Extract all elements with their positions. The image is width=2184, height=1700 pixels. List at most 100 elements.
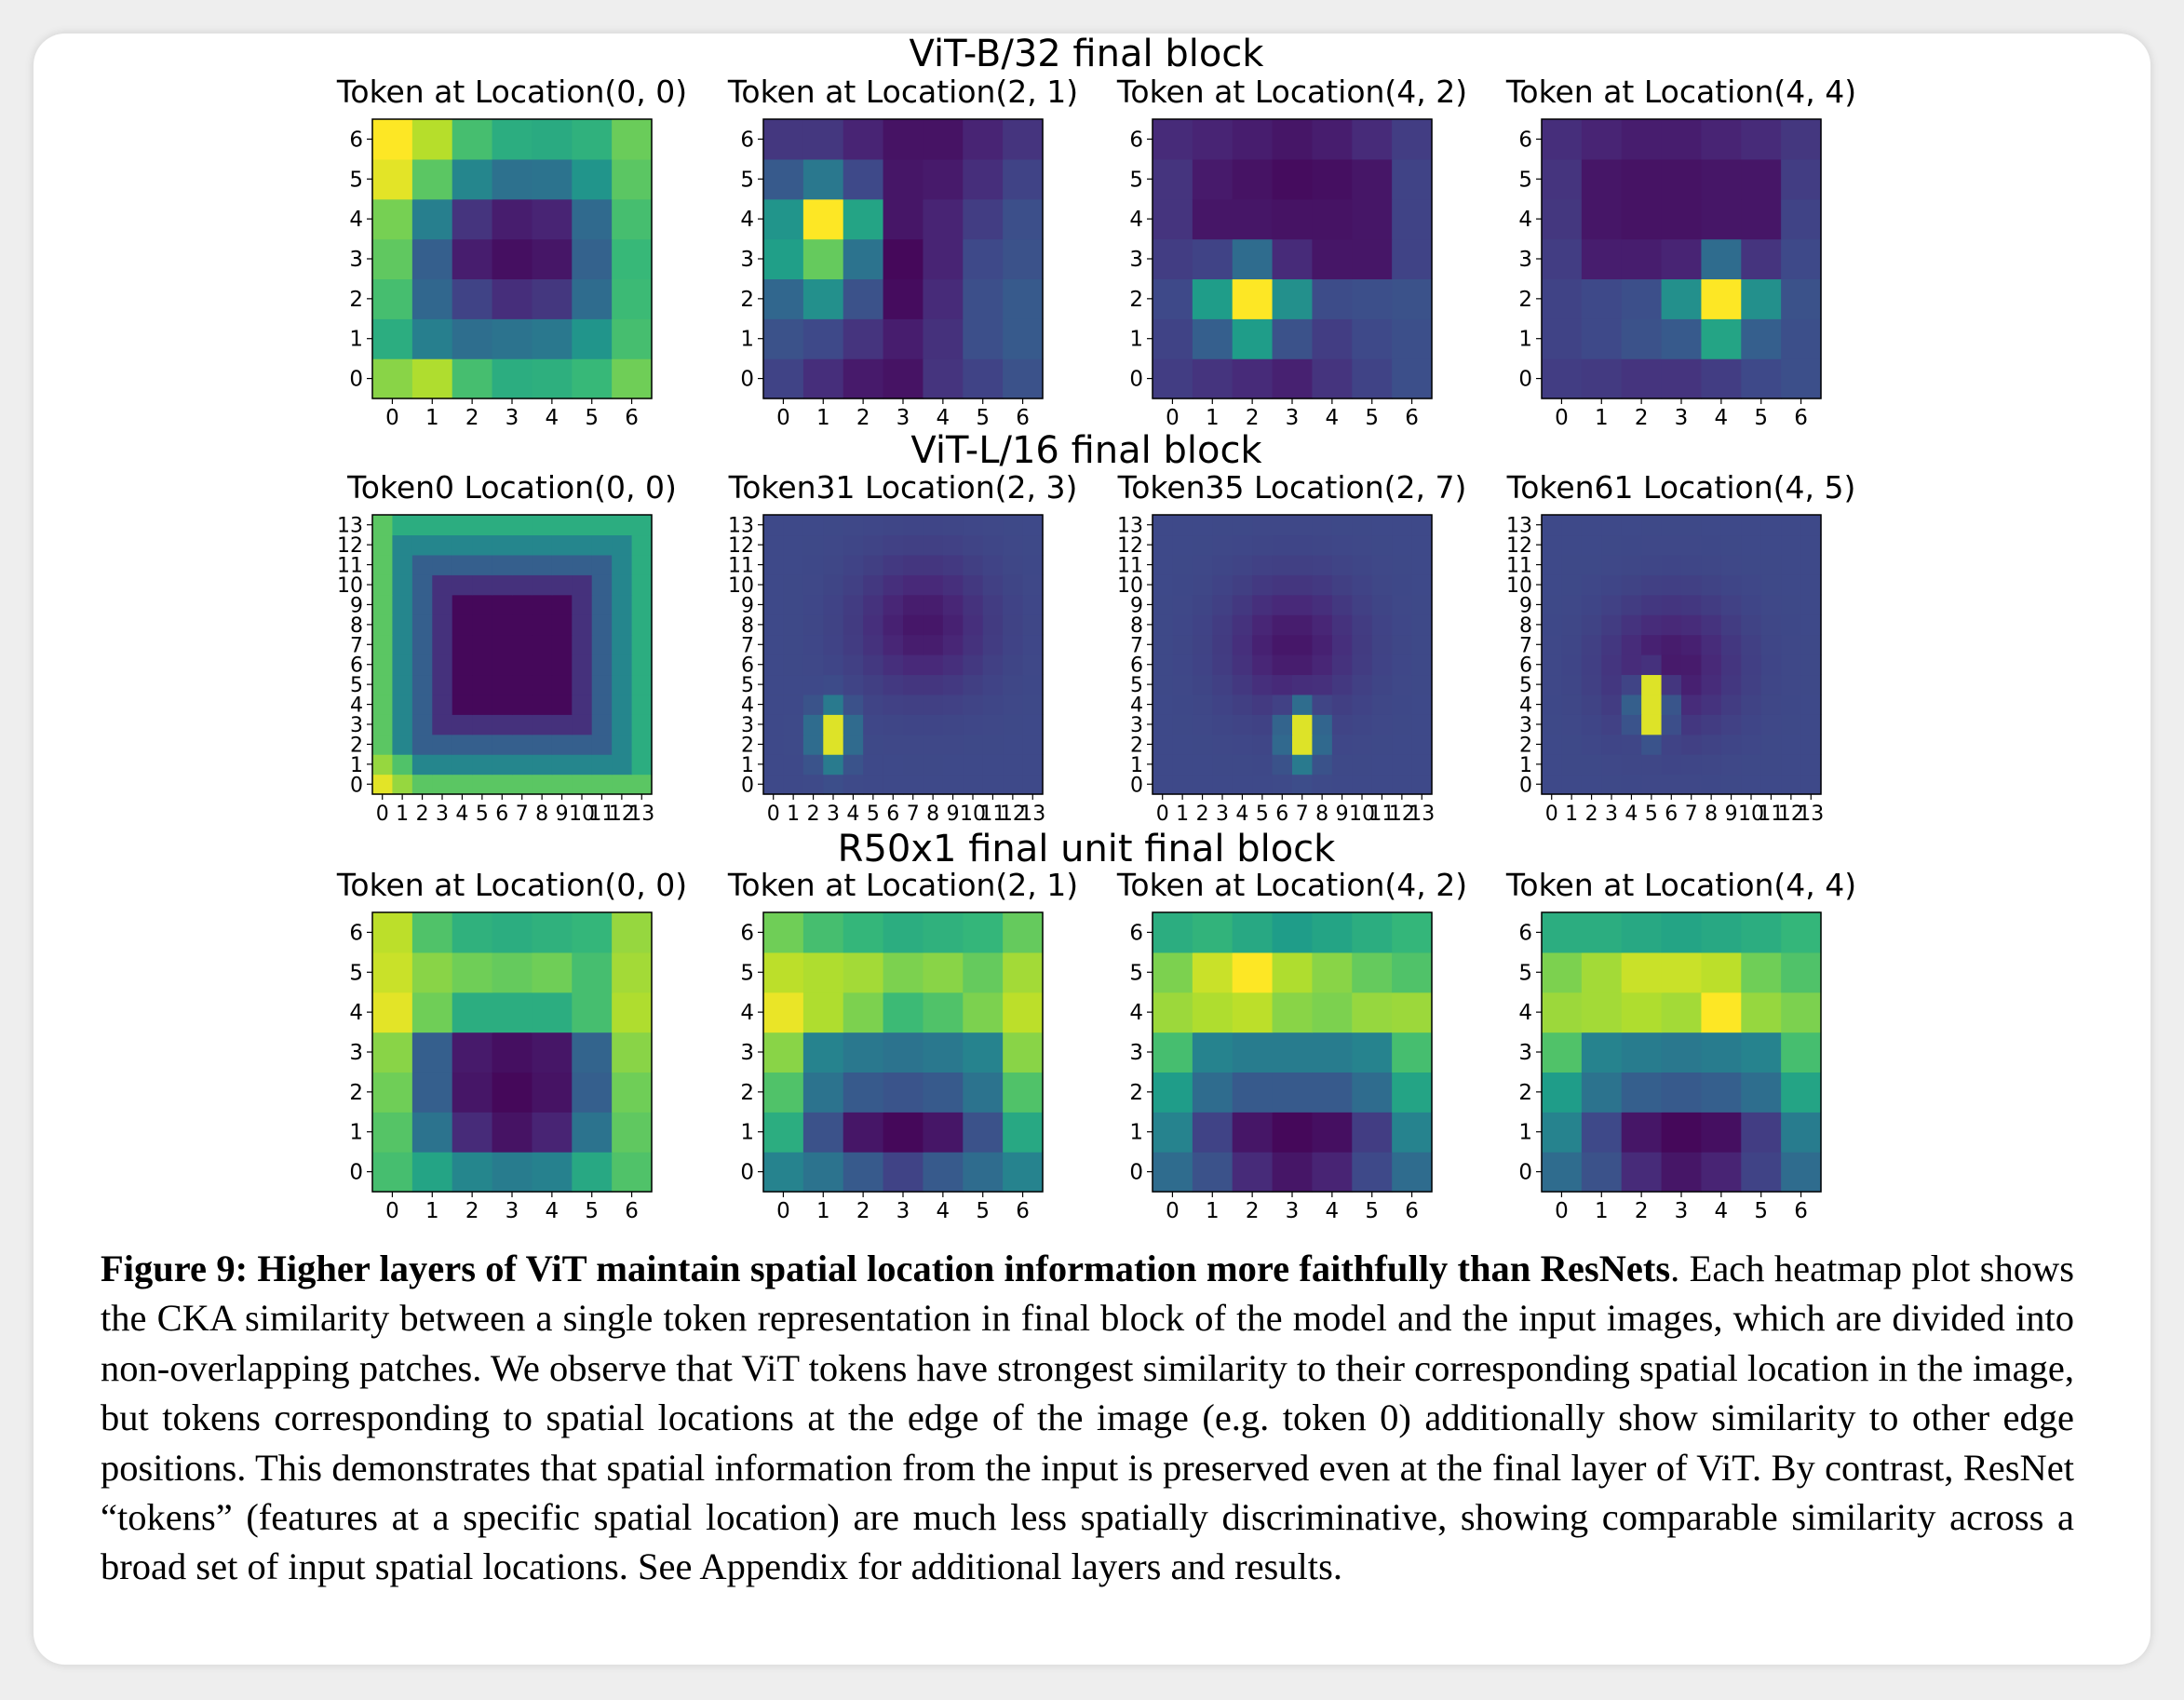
heatmap-cell xyxy=(452,694,473,715)
heatmap-cell xyxy=(1621,1152,1663,1193)
heatmap-cell xyxy=(1701,119,1742,160)
heatmap-cell xyxy=(883,534,904,556)
heatmap-cell xyxy=(472,515,493,536)
y-tick-label: 11 xyxy=(1117,555,1143,578)
x-tick-label: 5 xyxy=(867,803,880,826)
heatmap-cell xyxy=(1701,1112,1742,1153)
heatmap-cell xyxy=(1411,694,1433,715)
heatmap-cell xyxy=(1741,119,1782,160)
heatmap-cell xyxy=(963,594,984,615)
heatmap-cell xyxy=(843,358,884,399)
heatmap-cell xyxy=(1741,554,1762,575)
panel-title: Token0 Location(0, 0) xyxy=(346,469,677,506)
heatmap-cell xyxy=(1212,694,1234,715)
heatmap-cell xyxy=(452,515,473,536)
y-tick-label: 8 xyxy=(1130,614,1143,638)
heatmap-cell xyxy=(1741,1032,1782,1073)
heatmap-cell xyxy=(532,594,553,615)
y-tick-label: 5 xyxy=(741,674,754,697)
heatmap-cell xyxy=(411,912,453,953)
heatmap-cell xyxy=(372,912,413,953)
heatmap-cell xyxy=(1800,594,1822,615)
heatmap-cell xyxy=(1621,554,1642,575)
heatmap-cell xyxy=(783,634,804,655)
heatmap-cell xyxy=(1561,534,1583,556)
heatmap-cell xyxy=(802,714,824,735)
heatmap-cell xyxy=(551,714,573,735)
heatmap-cell xyxy=(1701,574,1722,596)
heatmap-cell xyxy=(783,754,804,776)
heatmap-cell xyxy=(532,1072,573,1113)
heatmap-panel: Token31 Location(2, 3)001122334455667788… xyxy=(728,469,1078,826)
heatmap-cell xyxy=(572,515,593,536)
heatmap-cell xyxy=(1581,734,1602,755)
heatmap-cell xyxy=(411,754,433,776)
heatmap-cell xyxy=(1392,534,1413,556)
heatmap-cell xyxy=(532,614,553,636)
heatmap-cell xyxy=(1720,714,1742,735)
heatmap-cell xyxy=(802,694,824,715)
heatmap-cell xyxy=(1153,534,1174,556)
heatmap-cell xyxy=(1003,198,1044,240)
heatmap-cell xyxy=(1312,238,1353,280)
heatmap-cell xyxy=(963,198,1004,240)
heatmap-cell xyxy=(1312,634,1333,655)
x-tick-label: 1 xyxy=(816,406,830,430)
heatmap-cell xyxy=(1172,734,1193,755)
heatmap-cell xyxy=(1701,754,1722,776)
y-tick-label: 6 xyxy=(349,921,363,945)
heatmap-cell xyxy=(942,754,964,776)
y-tick-label: 0 xyxy=(350,774,363,797)
x-tick-label: 0 xyxy=(385,406,399,430)
heatmap-cell xyxy=(1232,992,1274,1033)
heatmap-cell xyxy=(1192,694,1213,715)
heatmap-cell xyxy=(923,574,944,596)
y-tick-label: 5 xyxy=(350,674,363,697)
heatmap-cell xyxy=(1192,634,1213,655)
heatmap-cell xyxy=(411,654,433,676)
heatmap-cell xyxy=(1701,1152,1742,1193)
heatmap-cell xyxy=(1153,574,1174,596)
heatmap-cell xyxy=(963,774,984,795)
heatmap-cell xyxy=(802,238,844,280)
heatmap-cell xyxy=(1331,554,1353,575)
heatmap-cell xyxy=(1760,594,1782,615)
y-tick-label: 10 xyxy=(1506,574,1532,598)
heatmap-cell xyxy=(923,1152,964,1193)
heatmap-cell xyxy=(963,992,1004,1033)
y-tick-label: 5 xyxy=(1519,674,1532,697)
heatmap-cell xyxy=(1153,754,1174,776)
heatmap-cell xyxy=(1681,694,1703,715)
heatmap-cell xyxy=(763,754,785,776)
heatmap-cell xyxy=(572,754,593,776)
heatmap-cell xyxy=(1542,278,1583,319)
heatmap-cell xyxy=(1581,534,1602,556)
x-tick-label: 13 xyxy=(1409,803,1435,826)
y-tick-label: 4 xyxy=(349,1001,363,1025)
y-tick-label: 7 xyxy=(1519,634,1532,657)
x-tick-label: 2 xyxy=(856,406,870,430)
heatmap-cell xyxy=(411,1072,453,1113)
heatmap-cell xyxy=(1720,694,1742,715)
heatmap-cell xyxy=(1192,158,1234,200)
y-tick-label: 10 xyxy=(1117,574,1143,598)
heatmap-cell xyxy=(1561,754,1583,776)
heatmap-cell xyxy=(1292,554,1314,575)
heatmap-panel: Token at Location(2, 1) 00 1 1 2 2 3 3 4 4 5 5 6 6 xyxy=(727,74,1078,430)
x-tick-label: 6 xyxy=(1665,803,1678,826)
x-tick-label: 3 xyxy=(1286,406,1300,430)
heatmap-cell xyxy=(1252,554,1274,575)
heatmap-cell xyxy=(1781,574,1802,596)
heatmap-cell xyxy=(452,674,473,695)
heatmap-cell xyxy=(923,951,964,993)
heatmap-cell xyxy=(1003,515,1024,536)
heatmap-cell xyxy=(1371,534,1393,556)
heatmap-cell xyxy=(982,654,1004,676)
heatmap-cell xyxy=(572,238,613,280)
heatmap-cell xyxy=(1392,574,1413,596)
x-tick-label: 3 xyxy=(506,406,519,430)
heatmap-cell xyxy=(763,594,785,615)
heatmap-cell xyxy=(532,534,553,556)
heatmap-cell xyxy=(1392,694,1413,715)
heatmap-cell xyxy=(863,515,884,536)
